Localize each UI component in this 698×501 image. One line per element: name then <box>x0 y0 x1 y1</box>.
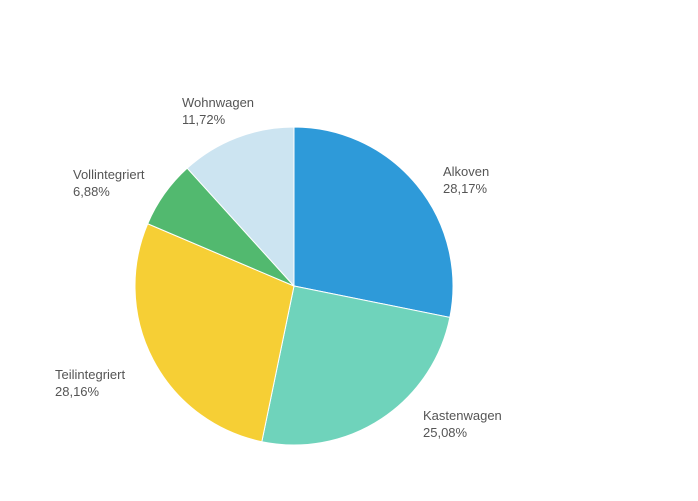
slice-percent-kastenwagen: 25,08% <box>423 425 468 440</box>
slice-label-vollintegriert: Vollintegriert 6,88% <box>73 167 145 199</box>
slice-name-teilintegriert: Teilintegriert <box>55 367 125 382</box>
slice-percent-vollintegriert: 6,88% <box>73 184 110 199</box>
pie-slices <box>134 126 454 446</box>
slice-percent-alkoven: 28,17% <box>443 181 488 196</box>
pie-slice-teilintegriert[interactable] <box>134 223 295 443</box>
slice-name-wohnwagen: Wohnwagen <box>182 95 254 110</box>
pie-slice-kastenwagen[interactable] <box>261 285 451 446</box>
slice-label-teilintegriert: Teilintegriert 28,16% <box>55 367 125 399</box>
slice-percent-teilintegriert: 28,16% <box>55 384 100 399</box>
pie-slice-alkoven[interactable] <box>293 126 454 319</box>
slice-label-kastenwagen: Kastenwagen 25,08% <box>423 408 502 440</box>
pie-slice-wohnwagen[interactable] <box>186 126 295 288</box>
slice-percent-wohnwagen: 11,72% <box>182 112 226 127</box>
slice-name-vollintegriert: Vollintegriert <box>73 167 145 182</box>
slice-label-alkoven: Alkoven 28,17% <box>443 164 489 196</box>
slice-name-kastenwagen: Kastenwagen <box>423 408 502 423</box>
slice-label-wohnwagen: Wohnwagen 11,72% <box>182 95 254 127</box>
pie-labels: Alkoven 28,17% Kastenwagen 25,08% Teilintegr… <box>55 95 502 440</box>
slice-name-alkoven: Alkoven <box>443 164 489 179</box>
